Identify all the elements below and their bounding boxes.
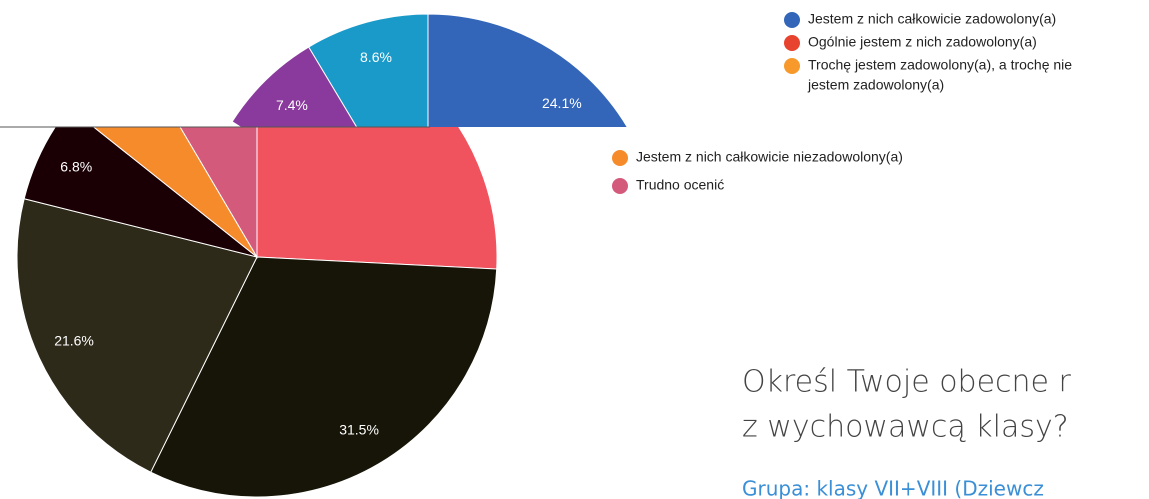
legend-swatch bbox=[612, 150, 628, 166]
pie-slice bbox=[150, 256, 498, 498]
legend-swatch bbox=[612, 178, 628, 194]
legend-label: Trochę jestem zadowolony(a), a trochę ni… bbox=[808, 57, 1072, 73]
pie-slice bbox=[16, 198, 258, 473]
slice-label: 21.6% bbox=[54, 332, 94, 348]
legend-label: Jestem z nich całkowicie niezadowolony(a… bbox=[636, 149, 903, 165]
question-line: Określ Twoje obecne r bbox=[742, 365, 1072, 400]
pie-slice bbox=[307, 13, 429, 127]
legend-label: Jestem z nich całkowicie zadowolony(a) bbox=[808, 11, 1056, 27]
legend-label: Ogólnie jestem z nich zadowolony(a) bbox=[808, 34, 1037, 50]
question-line: z wychowawcą klasy? bbox=[742, 410, 1069, 445]
slice-label: 6.8% bbox=[60, 158, 92, 174]
pie-slice bbox=[231, 46, 358, 127]
legend-swatch bbox=[784, 12, 800, 28]
slice-label: 7.4% bbox=[276, 97, 308, 113]
group-link[interactable]: Grupa: klasy VII+VIII (Dziewcz bbox=[742, 477, 1044, 499]
top-pie: 24.1% 8.6% 7.4% bbox=[231, 13, 628, 127]
pie-slice bbox=[427, 13, 628, 127]
legend-label: Trudno ocenić bbox=[636, 177, 724, 193]
legends: Jestem z nich całkowicie zadowolony(a) Og… bbox=[612, 11, 1072, 194]
legend-swatch bbox=[784, 35, 800, 51]
slice-label: 8.6% bbox=[360, 49, 392, 65]
legend-label: jestem zadowolony(a) bbox=[807, 77, 944, 93]
legend-swatch bbox=[784, 58, 800, 74]
slice-label: 31.5% bbox=[339, 422, 379, 438]
slice-label: 24.1% bbox=[542, 95, 582, 111]
